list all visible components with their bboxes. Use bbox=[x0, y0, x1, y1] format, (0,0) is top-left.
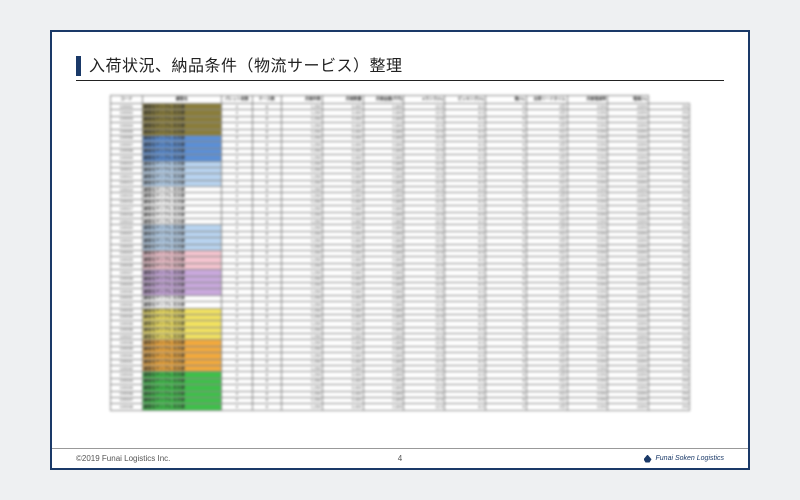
cell-value: 8.3 bbox=[445, 404, 486, 410]
slide-frame: 入荷状況、納品条件（物流サービス）整理 コード顧客名パレット枚数ケース数月間件数… bbox=[50, 30, 750, 470]
table-column-header: 増減(%) bbox=[608, 96, 649, 104]
table-column-header: 月間金額(千円) bbox=[363, 96, 404, 104]
table-column-header: 出荷リードタイム bbox=[526, 96, 567, 104]
data-table-wrap: コード顧客名パレット枚数ケース数月間件数月間数量月間金額(千円)Aランク(%)ピ… bbox=[110, 95, 690, 411]
cell-value: 8 bbox=[252, 404, 281, 410]
table-column-header: 月間増減率 bbox=[567, 96, 608, 104]
cell-value: 0.5% bbox=[567, 404, 608, 410]
logistics-table: コード顧客名パレット枚数ケース数月間件数月間数量月間金額(千円)Aランク(%)ピ… bbox=[110, 95, 690, 411]
cell-value: 2日 bbox=[526, 404, 567, 410]
slide-title: 入荷状況、納品条件（物流サービス）整理 bbox=[89, 52, 403, 76]
table-column-header: 月間数量 bbox=[322, 96, 363, 104]
logo-text: Funai Soken Logistics bbox=[656, 455, 724, 462]
cell-value: 2,800 bbox=[363, 404, 404, 410]
table-row: 100048顧客名サンプル 月次便481,2503,4002,80012.58.… bbox=[111, 404, 690, 410]
cell-value: 2% bbox=[649, 404, 690, 410]
table-column-header: パレット枚数 bbox=[222, 96, 253, 104]
cell-value: 3,400 bbox=[322, 404, 363, 410]
table-header: コード顧客名パレット枚数ケース数月間件数月間数量月間金額(千円)Aランク(%)ピ… bbox=[111, 96, 690, 104]
cell-value: 103% bbox=[608, 404, 649, 410]
table-column-header: Aランク(%) bbox=[404, 96, 445, 104]
table-column-header: 億(%) bbox=[485, 96, 526, 104]
cell-value: 12.5 bbox=[404, 404, 445, 410]
cell-code: 100048 bbox=[111, 404, 143, 410]
copyright-text: ©2019 Funai Logistics Inc. bbox=[76, 454, 170, 463]
table-body: 100001顧客名サンプル 月次便481,2503,4002,80012.58.… bbox=[111, 104, 690, 411]
cell-customer-name: 顧客名サンプル 月次便 bbox=[142, 404, 221, 410]
cell-value: 1,250 bbox=[282, 404, 323, 410]
table-column-header: 月間件数 bbox=[282, 96, 323, 104]
company-logo: Funai Soken Logistics bbox=[644, 455, 724, 463]
table-column-header: ケース数 bbox=[252, 96, 281, 104]
table-column-header: コード bbox=[111, 96, 143, 104]
logo-icon bbox=[644, 455, 652, 463]
title-row: 入荷状況、納品条件（物流サービス）整理 bbox=[76, 52, 724, 81]
slide-footer: ©2019 Funai Logistics Inc. 4 Funai Soken… bbox=[52, 448, 748, 468]
title-accent-bar bbox=[76, 56, 81, 76]
table-column-header: ピッキング(%) bbox=[445, 96, 486, 104]
table-column-header: 顧客名 bbox=[142, 96, 221, 104]
page-number: 4 bbox=[398, 454, 402, 463]
cell-value: 4 bbox=[222, 404, 253, 410]
cell-value: 5 bbox=[485, 404, 526, 410]
